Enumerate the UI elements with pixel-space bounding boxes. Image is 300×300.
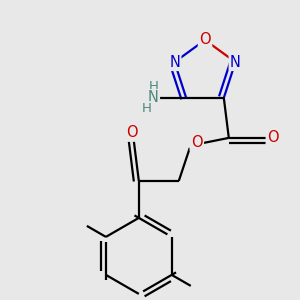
Text: N: N [230, 55, 241, 70]
Text: N: N [148, 90, 159, 105]
Text: N: N [169, 55, 180, 70]
Text: O: O [267, 130, 279, 146]
Text: O: O [126, 125, 138, 140]
Text: O: O [191, 135, 202, 150]
Text: O: O [199, 32, 211, 47]
Text: H: H [141, 102, 151, 116]
Text: H: H [148, 80, 158, 93]
